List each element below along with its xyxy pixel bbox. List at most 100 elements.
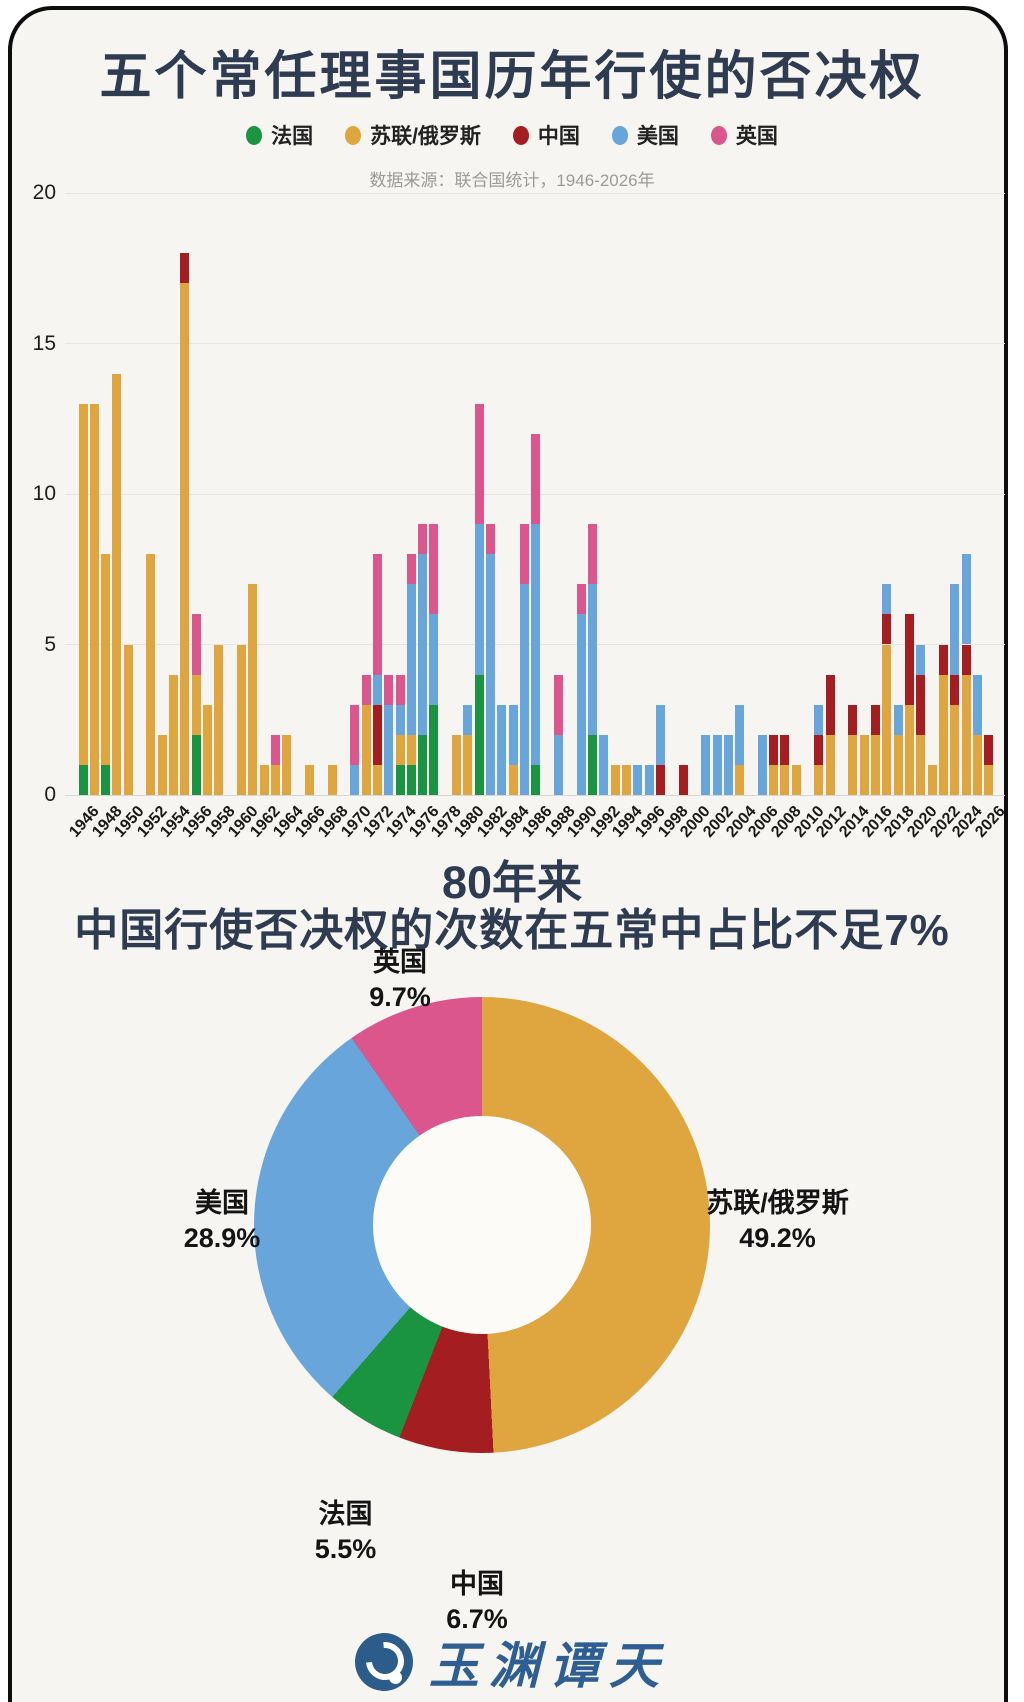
bar-1996-us	[644, 764, 654, 795]
bar-1973-us	[384, 704, 394, 795]
bar-2008-ussr	[780, 764, 790, 795]
bar-1997-china	[655, 764, 665, 795]
legend-dot-icon	[611, 125, 628, 145]
bar-2017-china	[882, 614, 892, 645]
bar-1950-ussr	[123, 644, 133, 795]
bar-1976-us	[418, 554, 428, 735]
bar-1947-ussr	[89, 403, 99, 795]
bar-1986-us	[531, 524, 541, 765]
y-axis-tick-15: 15	[32, 331, 56, 355]
bar-1990-uk	[576, 584, 586, 615]
bar-1966-ussr	[304, 764, 314, 795]
bar-2011-china	[814, 734, 824, 765]
bar-2023-ussr	[950, 704, 960, 795]
bar-1964-ussr	[282, 734, 292, 795]
bar-1956-france	[191, 734, 201, 795]
gridline-15	[65, 343, 1005, 344]
donut-label-pct: 9.7%	[369, 982, 431, 1013]
bar-1984-ussr	[508, 764, 518, 795]
donut-label-中国: 中国 6.7%	[413, 1567, 541, 1637]
donut-hole	[373, 1116, 591, 1334]
bar-1986-france	[531, 764, 541, 795]
bar-1970-us	[350, 764, 360, 795]
bar-1991-us	[588, 584, 597, 735]
bar-1956-uk	[191, 614, 201, 675]
bar-2026-china	[984, 734, 994, 765]
bar-1962-ussr	[259, 764, 269, 795]
bar-2025-ussr	[972, 734, 982, 795]
bar-2024-us	[961, 554, 971, 645]
bar-1968-ussr	[327, 764, 337, 795]
bar-2001-us	[701, 734, 711, 795]
bar-1977-uk	[429, 524, 439, 615]
bar-1972-ussr	[372, 764, 382, 795]
donut-label-英国: 英国 9.7%	[330, 945, 470, 1015]
bar-1949-ussr	[112, 373, 122, 795]
section2-title-line2: 中国行使否决权的次数在五常中占比不足7%	[74, 906, 950, 955]
bar-2002-us	[712, 734, 722, 795]
bar-2015-ussr	[859, 734, 869, 795]
bar-1983-us	[497, 704, 507, 795]
bar-1974-france	[395, 764, 405, 795]
bar-2019-china	[905, 614, 915, 705]
legend-dot-icon	[345, 125, 362, 145]
y-axis-tick-10: 10	[32, 482, 56, 505]
bar-2022-ussr	[939, 674, 948, 795]
donut-label-pct: 28.9%	[183, 1223, 261, 1254]
bar-1974-ussr	[395, 734, 405, 765]
bar-2014-china	[848, 704, 858, 735]
donut-label-美国: 美国 28.9%	[146, 1186, 298, 1256]
legend-item-中国: 中国	[512, 120, 580, 150]
bar-1981-us	[474, 524, 484, 675]
bar-1976-uk	[418, 524, 428, 555]
donut-label-name: 英国	[373, 947, 427, 977]
bar-2020-china	[916, 674, 926, 735]
section2-title-line1: 80年来	[441, 857, 583, 908]
bar-2018-ussr	[893, 734, 903, 795]
bar-1963-uk	[270, 734, 280, 765]
bar-1977-us	[429, 614, 439, 705]
bar-1994-ussr	[621, 764, 631, 795]
bar-2016-china	[871, 704, 881, 735]
bar-2023-us	[950, 584, 960, 675]
bar-1948-france	[101, 764, 111, 795]
bar-2011-ussr	[814, 764, 824, 795]
legend: 法国 苏联/俄罗斯 中国 美国 英国	[0, 120, 1024, 150]
page-title: 五个常任理事国历年行使的否决权	[99, 48, 925, 106]
bar-1958-ussr	[214, 644, 224, 795]
source-note: 数据来源：联合国统计，1946-2026年	[369, 171, 655, 190]
bar-1972-us	[372, 674, 382, 705]
legend-item-美国: 美国	[611, 120, 679, 150]
bar-1992-us	[599, 734, 609, 795]
bar-1963-ussr	[270, 764, 280, 795]
donut-label-法国: 法国 5.5%	[283, 1497, 408, 1567]
bar-2003-us	[723, 734, 733, 795]
bar-2025-us	[972, 674, 982, 735]
bar-1985-uk	[520, 524, 530, 585]
legend-label: 法国	[271, 125, 314, 148]
legend-dot-icon	[246, 125, 263, 145]
bar-1952-ussr	[146, 554, 156, 795]
bar-2021-ussr	[927, 764, 937, 795]
bar-2011-us	[814, 704, 824, 735]
legend-label: 美国	[636, 125, 679, 148]
bar-1985-us	[520, 584, 530, 795]
bar-1946-ussr	[78, 403, 88, 765]
bar-1976-france	[418, 734, 428, 795]
bar-1999-china	[678, 764, 688, 795]
bar-2012-ussr	[825, 734, 835, 795]
bar-2007-ussr	[769, 764, 779, 795]
bar-2007-china	[769, 734, 779, 765]
bar-1993-ussr	[610, 764, 620, 795]
logo: 玉渊谭天	[0, 1626, 1024, 1698]
bar-2020-ussr	[916, 734, 926, 795]
bar-1973-uk	[384, 674, 394, 705]
donut-label-name: 美国	[195, 1188, 249, 1218]
legend-dot-icon	[710, 125, 727, 145]
bar-1954-ussr	[169, 674, 179, 795]
donut-label-苏联/俄罗斯: 苏联/俄罗斯 49.2%	[660, 1186, 895, 1256]
logo-text: 玉渊谭天	[429, 1636, 669, 1695]
bar-1986-uk	[531, 433, 541, 525]
gridline-20	[65, 192, 1005, 194]
